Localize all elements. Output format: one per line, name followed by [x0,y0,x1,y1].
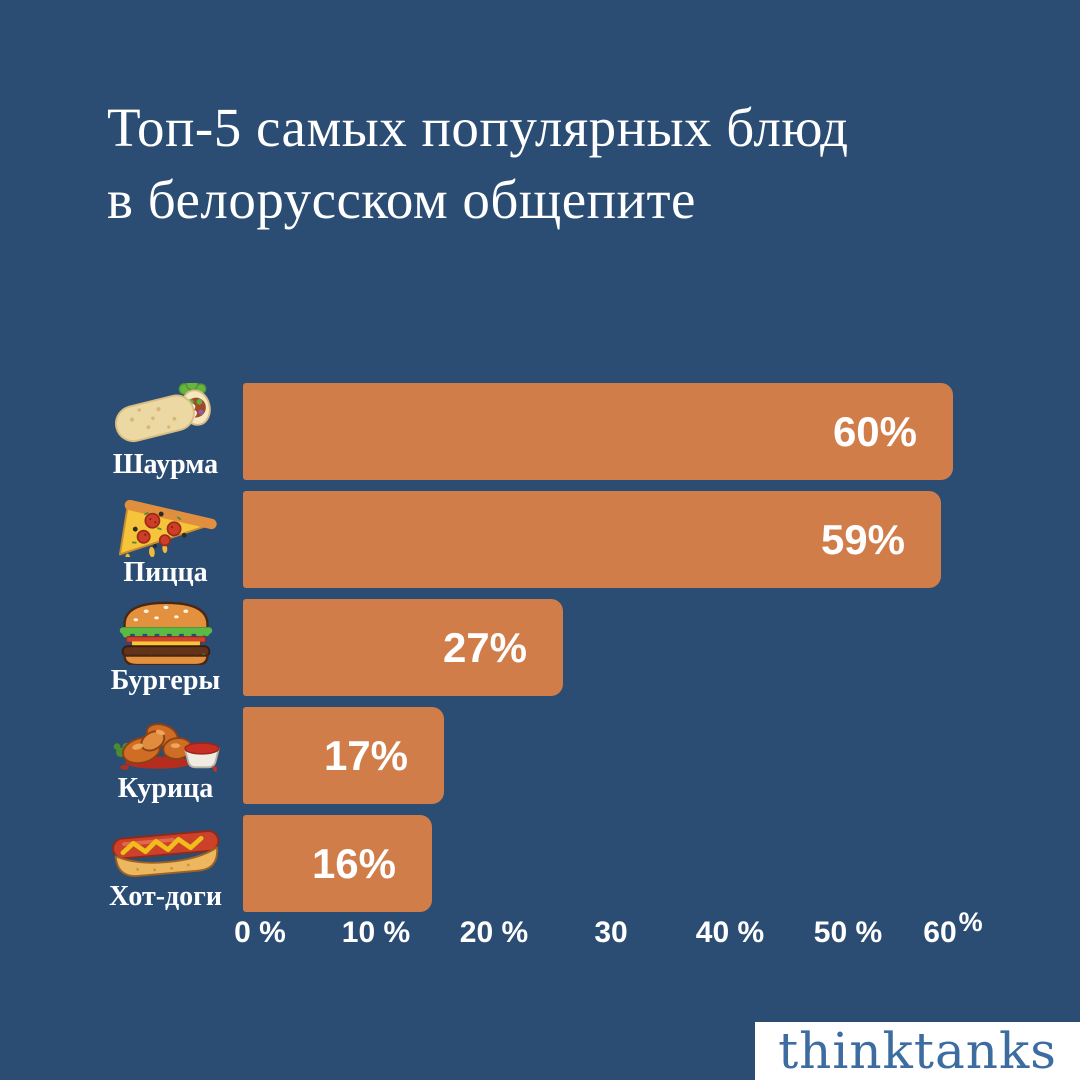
category-label: Пицца [123,557,208,588]
bar-chicken: 17% [243,707,444,804]
category-label: Шаурма [112,449,219,480]
bar-pizza: 59% [243,491,941,588]
thinktanks-logo-text: thinktanks [778,1022,1057,1080]
chart-row-burgers: Бургеры 27% [0,599,1080,696]
x-tick-50: 50 % [813,916,883,949]
x-tick-60-percent: % [958,907,983,937]
chart-row-pizza: Пицца 59% [0,491,1080,588]
shawarma-icon [114,383,211,443]
category-shawarma: Шаурма [88,383,243,480]
x-tick-60: 60% [923,907,982,950]
category-label: Курица [117,773,214,804]
x-tick-0: 0 % [234,916,286,949]
thinktanks-logo: thinktanks [755,1022,1080,1080]
x-axis: 0 % 10 % 20 % 30 40 % 50 % 60% [0,907,1080,966]
bar-value-label: 17% [323,731,408,779]
x-tick-40: 40 % [695,916,765,949]
category-label: Хот-доги [108,881,223,912]
category-label: Бургеры [110,665,221,696]
category-hotdogs: Хот-доги [88,815,243,912]
hotdog-icon [111,830,219,878]
x-tick-30: 30 [594,916,628,949]
x-tick-60-number: 60 [923,916,957,949]
title-line-1: Топ-5 самых популярных блюд [107,97,849,158]
chart-row-shawarma: Шаурма 60% [0,383,1080,480]
pizza-icon [118,499,217,557]
bar-burgers: 27% [243,599,563,696]
bar-value-label: 27% [442,623,527,671]
chicken-icon [113,723,220,773]
category-burgers: Бургеры [88,599,243,696]
page-title: Топ-5 самых популярных блюд в белорусском… [107,92,849,236]
category-pizza: Пицца [88,491,243,588]
burger-icon [119,601,212,665]
category-chicken: Курица [88,707,243,804]
bar-value-label: 59% [820,515,905,563]
bar-hotdogs: 16% [243,815,432,912]
chart-row-hotdogs: Хот-доги 16% [0,815,1080,912]
bar-shawarma: 60% [243,383,953,480]
chart-row-chicken: Курица 17% [0,707,1080,804]
x-tick-20: 20 % [459,916,529,949]
title-line-2: в белорусском общепите [107,169,696,230]
x-tick-10: 10 % [341,916,411,949]
bar-value-label: 16% [311,839,396,887]
bar-value-label: 60% [832,407,917,455]
